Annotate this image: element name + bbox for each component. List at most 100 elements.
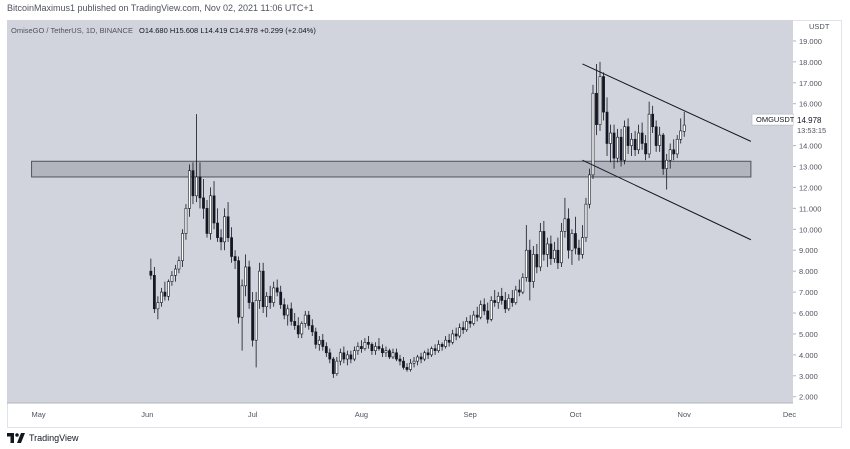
candle-body <box>402 360 405 368</box>
candle-body <box>661 134 665 169</box>
candle <box>384 346 388 357</box>
chart-legend: OmiseGO / TetherUS, 1D, BINANCE O14.680 … <box>11 26 316 35</box>
candle-body <box>317 339 321 345</box>
candle <box>233 250 237 270</box>
candle-body <box>458 327 462 337</box>
candle <box>324 342 328 357</box>
candle-body <box>191 170 195 197</box>
candle-body <box>549 243 553 259</box>
candle <box>356 342 360 355</box>
candle <box>528 239 532 301</box>
publisher-header: BitcoinMaximus1 published on TradingView… <box>7 3 314 13</box>
candle <box>423 350 426 362</box>
y-axis-tick-label: 7.000 <box>799 288 818 297</box>
candle <box>156 296 160 320</box>
candle-body <box>395 352 398 360</box>
candle <box>560 223 563 267</box>
candle-body <box>545 243 549 255</box>
candle-body <box>279 291 283 305</box>
candle-body <box>444 339 448 347</box>
candle <box>279 285 283 309</box>
candle <box>556 237 560 270</box>
candle-body <box>275 287 279 293</box>
candle-body <box>216 222 219 238</box>
candle-body <box>510 298 514 303</box>
candle-body <box>328 352 332 360</box>
candle-body <box>321 339 325 347</box>
y-axis-tick-label: 9.000 <box>799 246 818 255</box>
candle <box>553 241 556 263</box>
candle <box>244 254 247 297</box>
candle-body <box>251 302 255 341</box>
candle <box>626 118 630 154</box>
candle <box>531 246 535 288</box>
candle-body <box>198 176 202 199</box>
candle-body <box>514 289 518 303</box>
candle-body <box>479 304 483 318</box>
support-zone-layer <box>31 160 752 178</box>
candle-body <box>647 113 651 155</box>
candle <box>479 300 483 320</box>
candle <box>177 256 181 274</box>
candle-body <box>152 275 156 310</box>
candle-body <box>254 300 258 341</box>
candle-body <box>556 249 560 264</box>
candle-body <box>331 358 335 374</box>
candle <box>517 279 521 297</box>
candles-layer <box>149 61 686 378</box>
candle-body <box>503 300 507 310</box>
candle <box>163 281 167 301</box>
candle-body <box>398 358 402 362</box>
candle <box>426 348 430 360</box>
candle <box>637 124 640 154</box>
candle-body <box>405 367 409 370</box>
candle <box>370 342 374 355</box>
x-axis-tick-label: Aug <box>355 410 368 419</box>
candle-body <box>261 270 265 308</box>
candle <box>342 346 346 364</box>
candle <box>160 287 163 307</box>
y-axis[interactable]: USDT19.00018.00017.00016.00015.00014.000… <box>793 22 830 402</box>
candle <box>595 63 598 136</box>
candle <box>360 340 363 353</box>
candle <box>374 342 377 355</box>
candle-body <box>521 277 525 293</box>
candle <box>574 216 577 255</box>
candle-body <box>563 218 567 232</box>
legend-symbol-name: OmiseGO / TetherUS, 1D, BINANCE <box>11 26 133 35</box>
candle-body <box>163 291 167 297</box>
candle-body <box>310 325 314 333</box>
candle <box>272 281 276 307</box>
candle-body <box>195 176 198 197</box>
candle <box>577 239 581 261</box>
candle <box>321 333 325 351</box>
candle <box>416 354 419 366</box>
candle-body <box>349 354 353 360</box>
candle <box>623 120 626 165</box>
candle-body <box>542 231 546 255</box>
candle <box>644 135 648 161</box>
candle <box>152 266 156 314</box>
candle-body <box>409 362 412 370</box>
candle-body <box>219 237 223 243</box>
candle-body <box>370 344 374 351</box>
candle <box>682 111 686 137</box>
candle <box>507 294 511 311</box>
candle-body <box>598 76 602 125</box>
y-axis-tick-label: 17.000 <box>799 79 822 88</box>
candle-body <box>237 260 240 318</box>
candle <box>212 181 216 230</box>
x-axis[interactable]: May Jun Jul Aug Sep Oct Nov Dec <box>7 402 796 419</box>
candle-body <box>335 360 339 374</box>
candle <box>640 122 644 150</box>
candle-body <box>419 356 423 360</box>
candle <box>482 298 486 316</box>
candle-body <box>388 350 391 358</box>
candle <box>381 344 384 357</box>
candle <box>181 229 184 267</box>
candle-body <box>300 323 304 335</box>
candlestick-chart[interactable]: OmiseGO / TetherUS, 1D, BINANCE O14.680 … <box>7 20 842 428</box>
candle-body <box>205 208 209 234</box>
candle <box>275 279 279 297</box>
candle <box>612 124 616 169</box>
